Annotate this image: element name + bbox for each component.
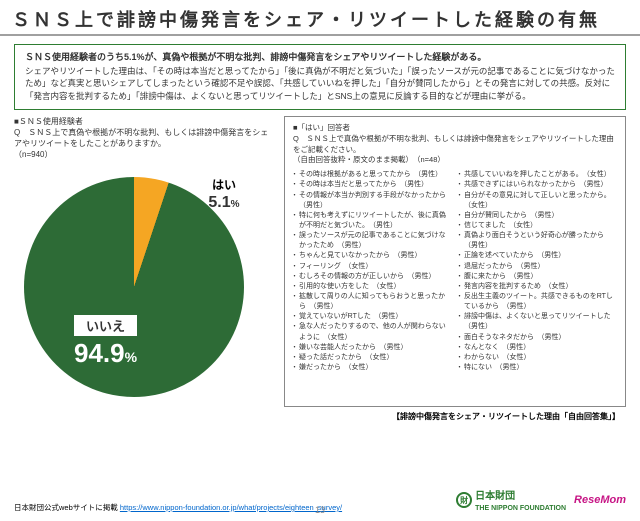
reason-item: 嫌だったから （女性）: [293, 363, 452, 373]
summary-lead: ＳＮＳ使用経験者のうち5.1%が、真偽や根拠が不明な批判、誹謗中傷発言をシェアや…: [25, 51, 615, 65]
right-q-text: Q ＳＮＳ上で真偽や根拠が不明な批判、もしくは誹謗中傷発言をシェアやリツイートし…: [293, 134, 617, 156]
reason-item: 正論を述べていたから （男性）: [458, 251, 617, 261]
reason-item: 誹謗中傷は、よくないと思ってリツイートした （男性）: [458, 312, 617, 332]
left-q-text: Q ＳＮＳ上で真偽や根拠が不明な批判、もしくは誹謗中傷発言をシェアやリツイートを…: [14, 127, 274, 149]
reason-item: 拡散して周りの人に知ってもらおうと思ったから （男性）: [293, 292, 452, 312]
reason-item: 引用的な使い方をした （女性）: [293, 282, 452, 292]
content-row: ■ＳＮＳ使用経験者 Q ＳＮＳ上で真偽や根拠が不明な批判、もしくは誹謗中傷発言を…: [0, 116, 640, 407]
reason-item: ちゃんと見ていなかったから （男性）: [293, 251, 452, 261]
right-col: ■「はい」回答者 Q ＳＮＳ上で真偽や根拠が不明な批判、もしくは誹謗中傷発言をシ…: [284, 116, 626, 407]
left-question: ■ＳＮＳ使用経験者 Q ＳＮＳ上で真偽や根拠が不明な批判、もしくは誹謗中傷発言を…: [14, 116, 274, 161]
source-line: 日本財団公式webサイトに掲載 https://www.nippon-found…: [14, 502, 342, 513]
reason-item: 共感していいねを押したことがある。 （女性）: [458, 170, 617, 180]
reason-item: その情報が本当か判別する手段がなかったから （男性）: [293, 191, 452, 211]
left-col: ■ＳＮＳ使用経験者 Q ＳＮＳ上で真偽や根拠が不明な批判、もしくは誹謗中傷発言を…: [14, 116, 274, 407]
reason-item: むしろその情報の方が正しいから （男性）: [293, 272, 452, 282]
reason-item: 嫌いな芸能人だったから （男性）: [293, 343, 452, 353]
summary-box: ＳＮＳ使用経験者のうち5.1%が、真偽や根拠が不明な批判、誹謗中傷発言をシェアや…: [14, 44, 626, 110]
reason-item: 面白そうなネタだから （男性）: [458, 333, 617, 343]
reason-item: その時は根拠があると思ってたから （男性）: [293, 170, 452, 180]
pie-label-yes: はい 5.1%: [206, 175, 242, 212]
reason-item: 覚えていないがRTした （男性）: [293, 312, 452, 322]
reason-item: 特に何も考えずにリツイートしたが、後に真偽が不明だと気づいた。 （男性）: [293, 211, 452, 231]
reason-item: 腹に来たから （男性）: [458, 272, 617, 282]
reason-item: 急な人だったりするので、他の人が関わらないように （女性）: [293, 322, 452, 342]
reason-item: 特にない （男性）: [458, 363, 617, 373]
reason-item: 自分が賛同したから （男性）: [458, 211, 617, 221]
summary-body: シェアやリツイートした理由は、「その時は本当だと思ってたから」「後に真偽が不明だ…: [25, 65, 615, 103]
reason-item: 反出生主義のツイート。共感できるものをRTしているから （男性）: [458, 292, 617, 312]
yes-text: はい: [206, 175, 242, 194]
reason-item: わからない （女性）: [458, 353, 617, 363]
nf-logo-icon: 財: [456, 492, 472, 508]
pie-label-no: いいえ 94.9%: [74, 315, 137, 369]
pie-chart: はい 5.1% いいえ 94.9%: [14, 167, 254, 407]
page-header: ＳＮＳ上で誹謗中傷発言をシェア・リツイートした経験の有無: [0, 0, 640, 36]
reason-item: 真偽より面白そうという好奇心が勝ったから （男性）: [458, 231, 617, 251]
left-n: （n=940）: [14, 149, 274, 160]
right-note: （自由回答抜粋・原文のまま掲載） （n=48）: [293, 155, 617, 166]
nippon-foundation-logo: 財 日本財団 THE NIPPON FOUNDATION: [456, 487, 566, 513]
right-question: ■「はい」回答者 Q ＳＮＳ上で真偽や根拠が不明な批判、もしくは誹謗中傷発言をシ…: [293, 123, 617, 167]
page-title: ＳＮＳ上で誹謗中傷発言をシェア・リツイートした経験の有無: [12, 6, 628, 32]
source-link[interactable]: https://www.nippon-foundation.or.jp/what…: [120, 503, 342, 512]
reason-item: 退屈だったから （男性）: [458, 262, 617, 272]
left-segment: ■ＳＮＳ使用経験者: [14, 116, 274, 127]
reason-item: フィーリング （女性）: [293, 262, 452, 272]
resemom-logo: ReseMom: [574, 494, 626, 506]
reasons-list: その時は根拠があると思ってたから （男性）その時は本当だと思ってたから （男性）…: [293, 170, 617, 373]
reason-item: 信じてました （女性）: [458, 221, 617, 231]
yes-pct: 5.1%: [206, 194, 242, 212]
reason-item: その時は本当だと思ってたから （男性）: [293, 180, 452, 190]
reason-item: 発言内容を批判するため （女性）: [458, 282, 617, 292]
no-text: いいえ: [74, 315, 137, 336]
reason-item: なんとなく （男性）: [458, 343, 617, 353]
reason-item: 共感できずにはいられなかったから （男性）: [458, 180, 617, 190]
reason-item: 誤ったソースが元の記事であることに気づけなかったため （男性）: [293, 231, 452, 251]
no-pct: 94.9%: [74, 338, 137, 369]
reason-item: 自分がその意見に対して正しいと思ったから。（女性）: [458, 191, 617, 211]
page-number: 13: [315, 505, 325, 515]
right-segment: ■「はい」回答者: [293, 123, 617, 134]
source-label: 日本財団公式webサイトに掲載: [14, 503, 118, 512]
reasons-col-left: その時は根拠があると思ってたから （男性）その時は本当だと思ってたから （男性）…: [293, 170, 452, 373]
logo-row: 財 日本財団 THE NIPPON FOUNDATION ReseMom: [456, 487, 626, 513]
reasons-col-right: 共感していいねを押したことがある。 （女性）共感できずにはいられなかったから （…: [458, 170, 617, 373]
reasons-caption: 【誹謗中傷発言をシェア・リツイートした理由「自由回答集」】: [0, 411, 620, 422]
reason-item: 疑った話だったから （女性）: [293, 353, 452, 363]
